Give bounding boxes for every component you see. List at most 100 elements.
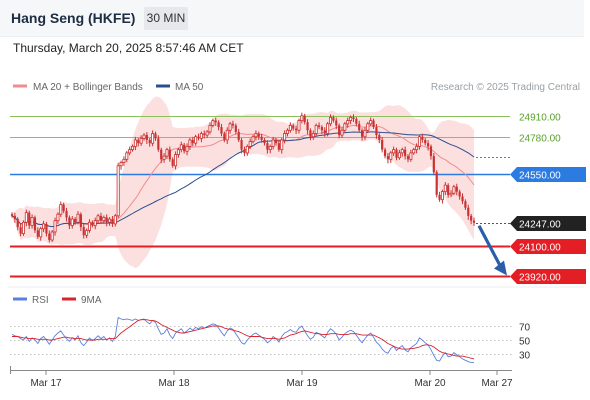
candle-down [157,138,160,150]
candle-down [352,117,355,119]
candle-down [171,159,174,166]
candle-up [449,192,453,196]
candle-up [369,120,373,125]
level-value: 24780.00 [519,134,561,145]
candle-down [145,135,148,140]
x-tick-label: Mar 20 [414,378,446,389]
candle-down [203,133,206,136]
candle-down [323,130,326,134]
candle-up [288,125,292,131]
candle-up [366,123,370,131]
ma20-legend-swatch [13,84,27,88]
candle-up [96,215,100,222]
candle-up [179,144,183,151]
candle-down [62,204,65,211]
candle-up [228,123,232,131]
candle-up [314,125,318,134]
x-tick-label: Mar 19 [286,378,318,389]
candle-up [283,133,287,141]
candle-down [105,217,108,223]
candle-up [24,212,28,223]
candle-down [82,227,85,236]
rsi-line [11,316,474,363]
rsi-level-label: 70 [519,323,531,334]
candle-up [297,120,301,131]
candle-up [268,146,272,151]
candle-down [320,127,324,131]
candle-down [263,139,266,144]
candle-up [133,139,137,147]
instrument-title: Hang Seng (HKFE) [11,10,136,26]
rsi-level-label: 50 [519,337,531,348]
candle-down [10,214,14,216]
candle-up [131,146,135,151]
level-value: 24247.00 [519,220,561,231]
candle-down [421,136,424,140]
candle-down [294,128,298,131]
candle-up [417,136,421,147]
level-label-pivot: 24550.00 [510,167,586,182]
interval-button[interactable]: 30 MIN [144,7,188,30]
candle-down [404,149,407,157]
bollinger-band-area [12,96,474,269]
level-value: 24550.00 [519,171,561,182]
candle-up [174,154,178,167]
ma50-legend-label: MA 50 [175,82,204,93]
candle-down [292,125,295,129]
candle-up [85,229,89,236]
candle-down [274,139,278,144]
candle-down [160,149,163,160]
candle-down [91,222,94,226]
projection-arrow-shaft [477,225,502,267]
candle-down [332,117,335,121]
candle-down [168,149,171,160]
candle-down [447,185,450,195]
candle-down [33,217,37,231]
candle-up [87,221,91,231]
candle-down [470,215,473,221]
candle-down [19,227,22,234]
candle-down [461,196,464,202]
candles [10,112,476,243]
candle-down [234,125,237,132]
candle-up [116,165,120,217]
candle-down [306,122,309,131]
ma50-legend-swatch [156,84,170,88]
candle-up [53,220,57,233]
candle-down [74,219,77,223]
candle-down [68,217,71,226]
candle-down [406,156,410,160]
candle-up [162,155,166,160]
candle-up [76,213,80,223]
candle-down [317,125,321,128]
candle-up [326,123,330,134]
level-label-last: 24247.00 [510,216,586,231]
candle-up [343,123,347,131]
rsi-ma-legend-label: 9MA [81,295,102,306]
rsi-ma-legend-swatch [62,297,76,301]
candle-up [42,223,46,230]
candle-up [415,146,419,151]
candle-down [455,186,458,192]
projection-arrow [477,225,507,276]
candle-down [65,210,68,218]
candle-down [217,122,220,128]
candle-up [176,149,180,155]
candle-down [358,123,361,131]
candle-up [400,149,404,154]
candle-down [383,149,387,157]
candle-up [188,139,192,147]
candle-up [311,133,315,138]
candle-up [56,213,60,222]
candle-up [59,204,63,215]
candle-down [372,120,375,128]
candle-up [70,218,74,226]
candle-up [392,149,396,154]
candle-down [16,219,19,228]
candle-down [237,131,240,140]
x-tick-label: Mar 17 [30,378,62,389]
candle-up [119,162,123,167]
level-labels: 24910.00 24780.00 24550.00 24247.00 24100.00… [510,113,586,284]
